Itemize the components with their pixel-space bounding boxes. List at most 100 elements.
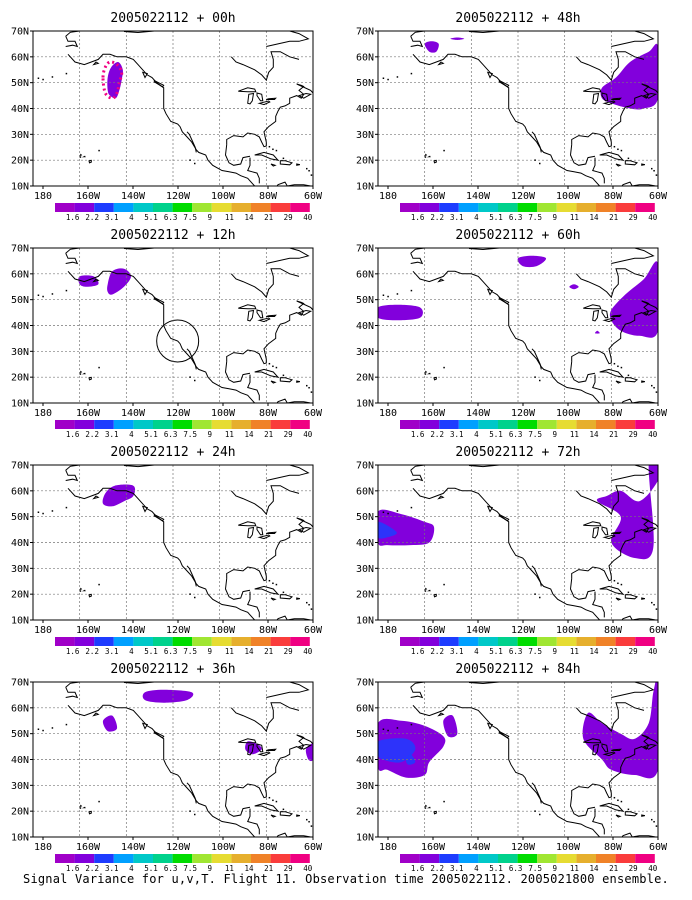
colorbar-label: 40	[648, 864, 658, 873]
colorbar-swatch	[635, 203, 655, 212]
lon-label: 180	[34, 408, 52, 419]
lon-label: 180	[379, 408, 397, 419]
colorbar-label: 1.6	[66, 430, 80, 439]
lon-label: 160W	[76, 842, 101, 853]
lon-label: 180	[379, 842, 397, 853]
colorbar-label: 4	[129, 647, 134, 656]
map-area	[33, 682, 313, 837]
colorbar-swatch	[517, 637, 538, 646]
colorbar-label: 9	[553, 213, 558, 222]
colorbar-swatch	[231, 203, 251, 212]
colorbar-swatch	[290, 637, 310, 646]
coastlines	[37, 31, 313, 186]
colorbar-label: 1.6	[66, 213, 80, 222]
colorbar-label: 29	[284, 430, 293, 439]
lon-label: 140W	[466, 191, 491, 202]
signal-region	[569, 284, 579, 290]
lat-label: 30N	[11, 130, 29, 141]
lat-label: 50N	[356, 512, 374, 523]
colorbar-label: 4	[129, 430, 134, 439]
colorbar-label: 29	[284, 213, 293, 222]
colorbar-swatch	[94, 420, 114, 429]
colorbar-label: 9	[208, 213, 213, 222]
colorbar-swatch	[537, 637, 557, 646]
lat-label: 50N	[356, 295, 374, 306]
lon-label: 100W	[556, 625, 581, 636]
lat-label: 70N	[356, 244, 374, 255]
colorbar-swatch	[615, 854, 636, 863]
map-area	[378, 31, 658, 186]
colorbar-swatch	[74, 420, 95, 429]
lon-label: 60W	[649, 625, 668, 636]
lat-label: 10N	[11, 833, 29, 844]
colorbar-swatch	[556, 420, 577, 429]
lat-label: 20N	[11, 156, 29, 167]
colorbar-label: 5.1	[144, 864, 158, 873]
colorbar-label: 21	[264, 864, 273, 873]
map-panel: 2005022112 + 48h 10N 20N 30N 40N 50N 60N 70N 180…	[356, 11, 668, 222]
lon-label: 80W	[259, 625, 278, 636]
colorbar-swatch	[113, 854, 134, 863]
coastlines	[37, 682, 313, 837]
colorbar-label: 40	[303, 430, 313, 439]
colorbar-label: 14	[244, 430, 254, 439]
colorbar-swatch	[153, 420, 173, 429]
colorbar-swatch	[537, 203, 557, 212]
panel-title: 2005022112 + 48h	[455, 11, 580, 26]
colorbar-swatch	[556, 854, 577, 863]
colorbar-swatch	[133, 637, 153, 646]
colorbar-swatch	[458, 203, 479, 212]
colorbar-label: 3.1	[450, 864, 464, 873]
colorbar-swatch	[113, 420, 134, 429]
colorbar-label: 11	[225, 430, 234, 439]
lat-label: 40N	[356, 755, 374, 766]
panel-title: 2005022112 + 24h	[110, 445, 235, 460]
colorbar-label: 3.1	[450, 430, 464, 439]
signal-region	[378, 304, 423, 321]
colorbar-label: 6.3	[164, 864, 178, 873]
map-area	[378, 682, 658, 837]
lat-label: 40N	[356, 104, 374, 115]
colorbar-swatch	[231, 637, 251, 646]
colorbar-label: 6.3	[509, 430, 523, 439]
colorbar-swatch	[498, 420, 518, 429]
colorbar-label: 11	[570, 864, 579, 873]
colorbar-label: 5.1	[144, 213, 158, 222]
lon-label: 80W	[259, 191, 278, 202]
lon-label: 60W	[304, 191, 323, 202]
signal-region	[517, 255, 547, 268]
gridlines	[378, 465, 658, 620]
signal-region	[600, 43, 658, 110]
colorbar-label: 14	[244, 647, 254, 656]
colorbar-swatch	[635, 420, 655, 429]
colorbar-swatch	[400, 854, 420, 863]
signal-region	[107, 61, 123, 99]
colorbar-label: 1.6	[411, 864, 425, 873]
colorbar-label: 11	[570, 647, 579, 656]
colorbar-swatch	[211, 637, 232, 646]
signal-region	[107, 268, 131, 295]
signal-region	[378, 509, 435, 546]
colorbar-label: 2.2	[430, 213, 444, 222]
colorbar-label: 7.5	[183, 213, 197, 222]
colorbar-label: 9	[208, 430, 213, 439]
flight-track	[101, 60, 124, 100]
lon-label: 60W	[304, 625, 323, 636]
lat-label: 20N	[356, 156, 374, 167]
lon-label: 100W	[556, 842, 581, 853]
colorbar-swatch	[596, 637, 616, 646]
colorbar-swatch	[537, 420, 557, 429]
colorbar-label: 5.1	[489, 430, 503, 439]
colorbar-swatch	[74, 637, 95, 646]
lon-label: 60W	[304, 842, 323, 853]
colorbar-swatch	[290, 854, 310, 863]
lon-label: 60W	[649, 408, 668, 419]
lat-label: 10N	[11, 182, 29, 193]
lon-label: 100W	[211, 191, 236, 202]
colorbar-swatch	[153, 854, 173, 863]
lon-label: 80W	[604, 408, 623, 419]
colorbar-label: 11	[570, 430, 579, 439]
lon-label: 140W	[466, 625, 491, 636]
lat-label: 10N	[356, 833, 374, 844]
colorbar-swatch	[172, 203, 193, 212]
